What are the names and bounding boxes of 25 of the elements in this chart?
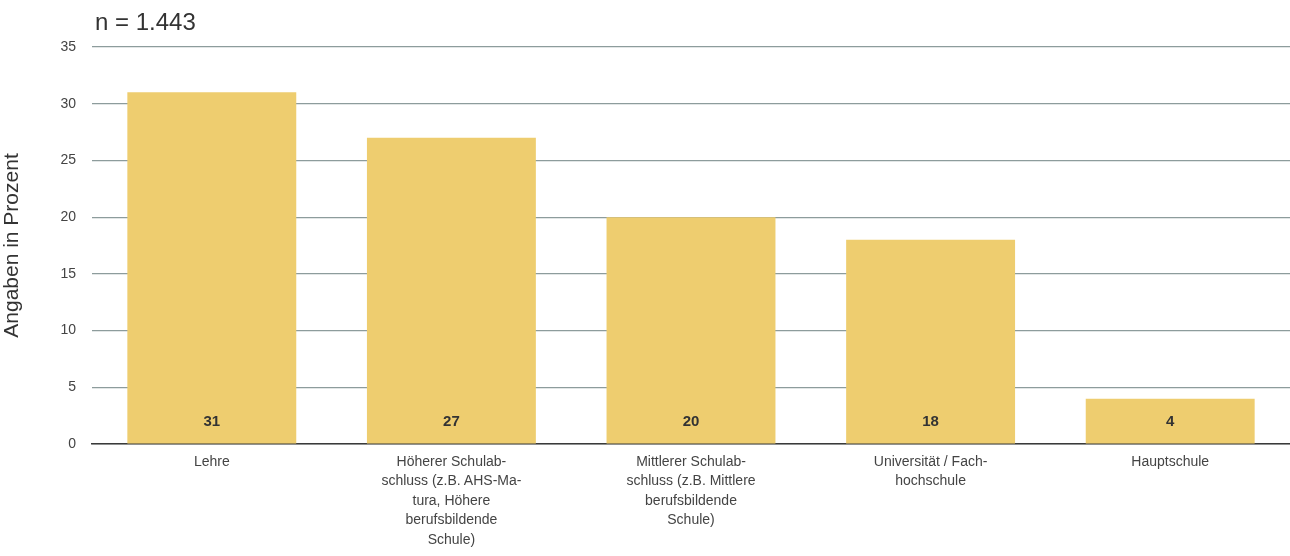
x-tick-label: Lehre	[193, 452, 230, 469]
y-tick-label: 30	[60, 94, 77, 111]
bar	[606, 217, 776, 444]
y-tick-label: 5	[68, 378, 77, 395]
y-tick-label: 20	[60, 208, 77, 224]
data-label: 4	[1166, 411, 1176, 429]
chart-title: n = 1.443	[95, 8, 196, 36]
bar	[366, 137, 536, 444]
y-tick-label: 25	[60, 151, 77, 168]
y-tick-label: 0	[68, 434, 77, 451]
x-tick-label: Mittlerer Schulab- schluss (z.B. Mittlere berufsbildende Schule)	[626, 452, 756, 528]
bar	[127, 92, 297, 444]
bar	[1085, 398, 1255, 444]
data-label: 20	[682, 411, 700, 429]
x-tick-label: Hauptschule	[1131, 452, 1210, 469]
x-tick-label: Höherer Schulab- schluss (z.B. AHS-Ma- tura, Höhere berufsbildende Schule)	[381, 452, 522, 548]
bar	[846, 239, 1016, 444]
y-axis-title: Angaben in Prozent	[0, 153, 23, 338]
x-tick-label: Universität / Fach- hochschule	[873, 452, 988, 489]
y-tick-label: 15	[60, 264, 77, 281]
data-label: 18	[922, 411, 939, 429]
data-label: 31	[203, 411, 221, 429]
y-tick-label: 10	[60, 321, 77, 338]
data-label: 27	[443, 411, 460, 429]
y-tick-label: 35	[60, 37, 77, 54]
